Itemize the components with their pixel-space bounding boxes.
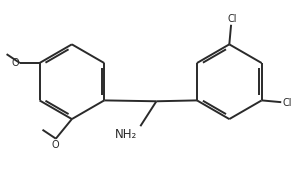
Text: Cl: Cl [282,98,292,108]
Text: Cl: Cl [227,14,237,24]
Text: O: O [51,140,59,150]
Text: O: O [12,58,19,68]
Text: NH₂: NH₂ [114,128,137,141]
